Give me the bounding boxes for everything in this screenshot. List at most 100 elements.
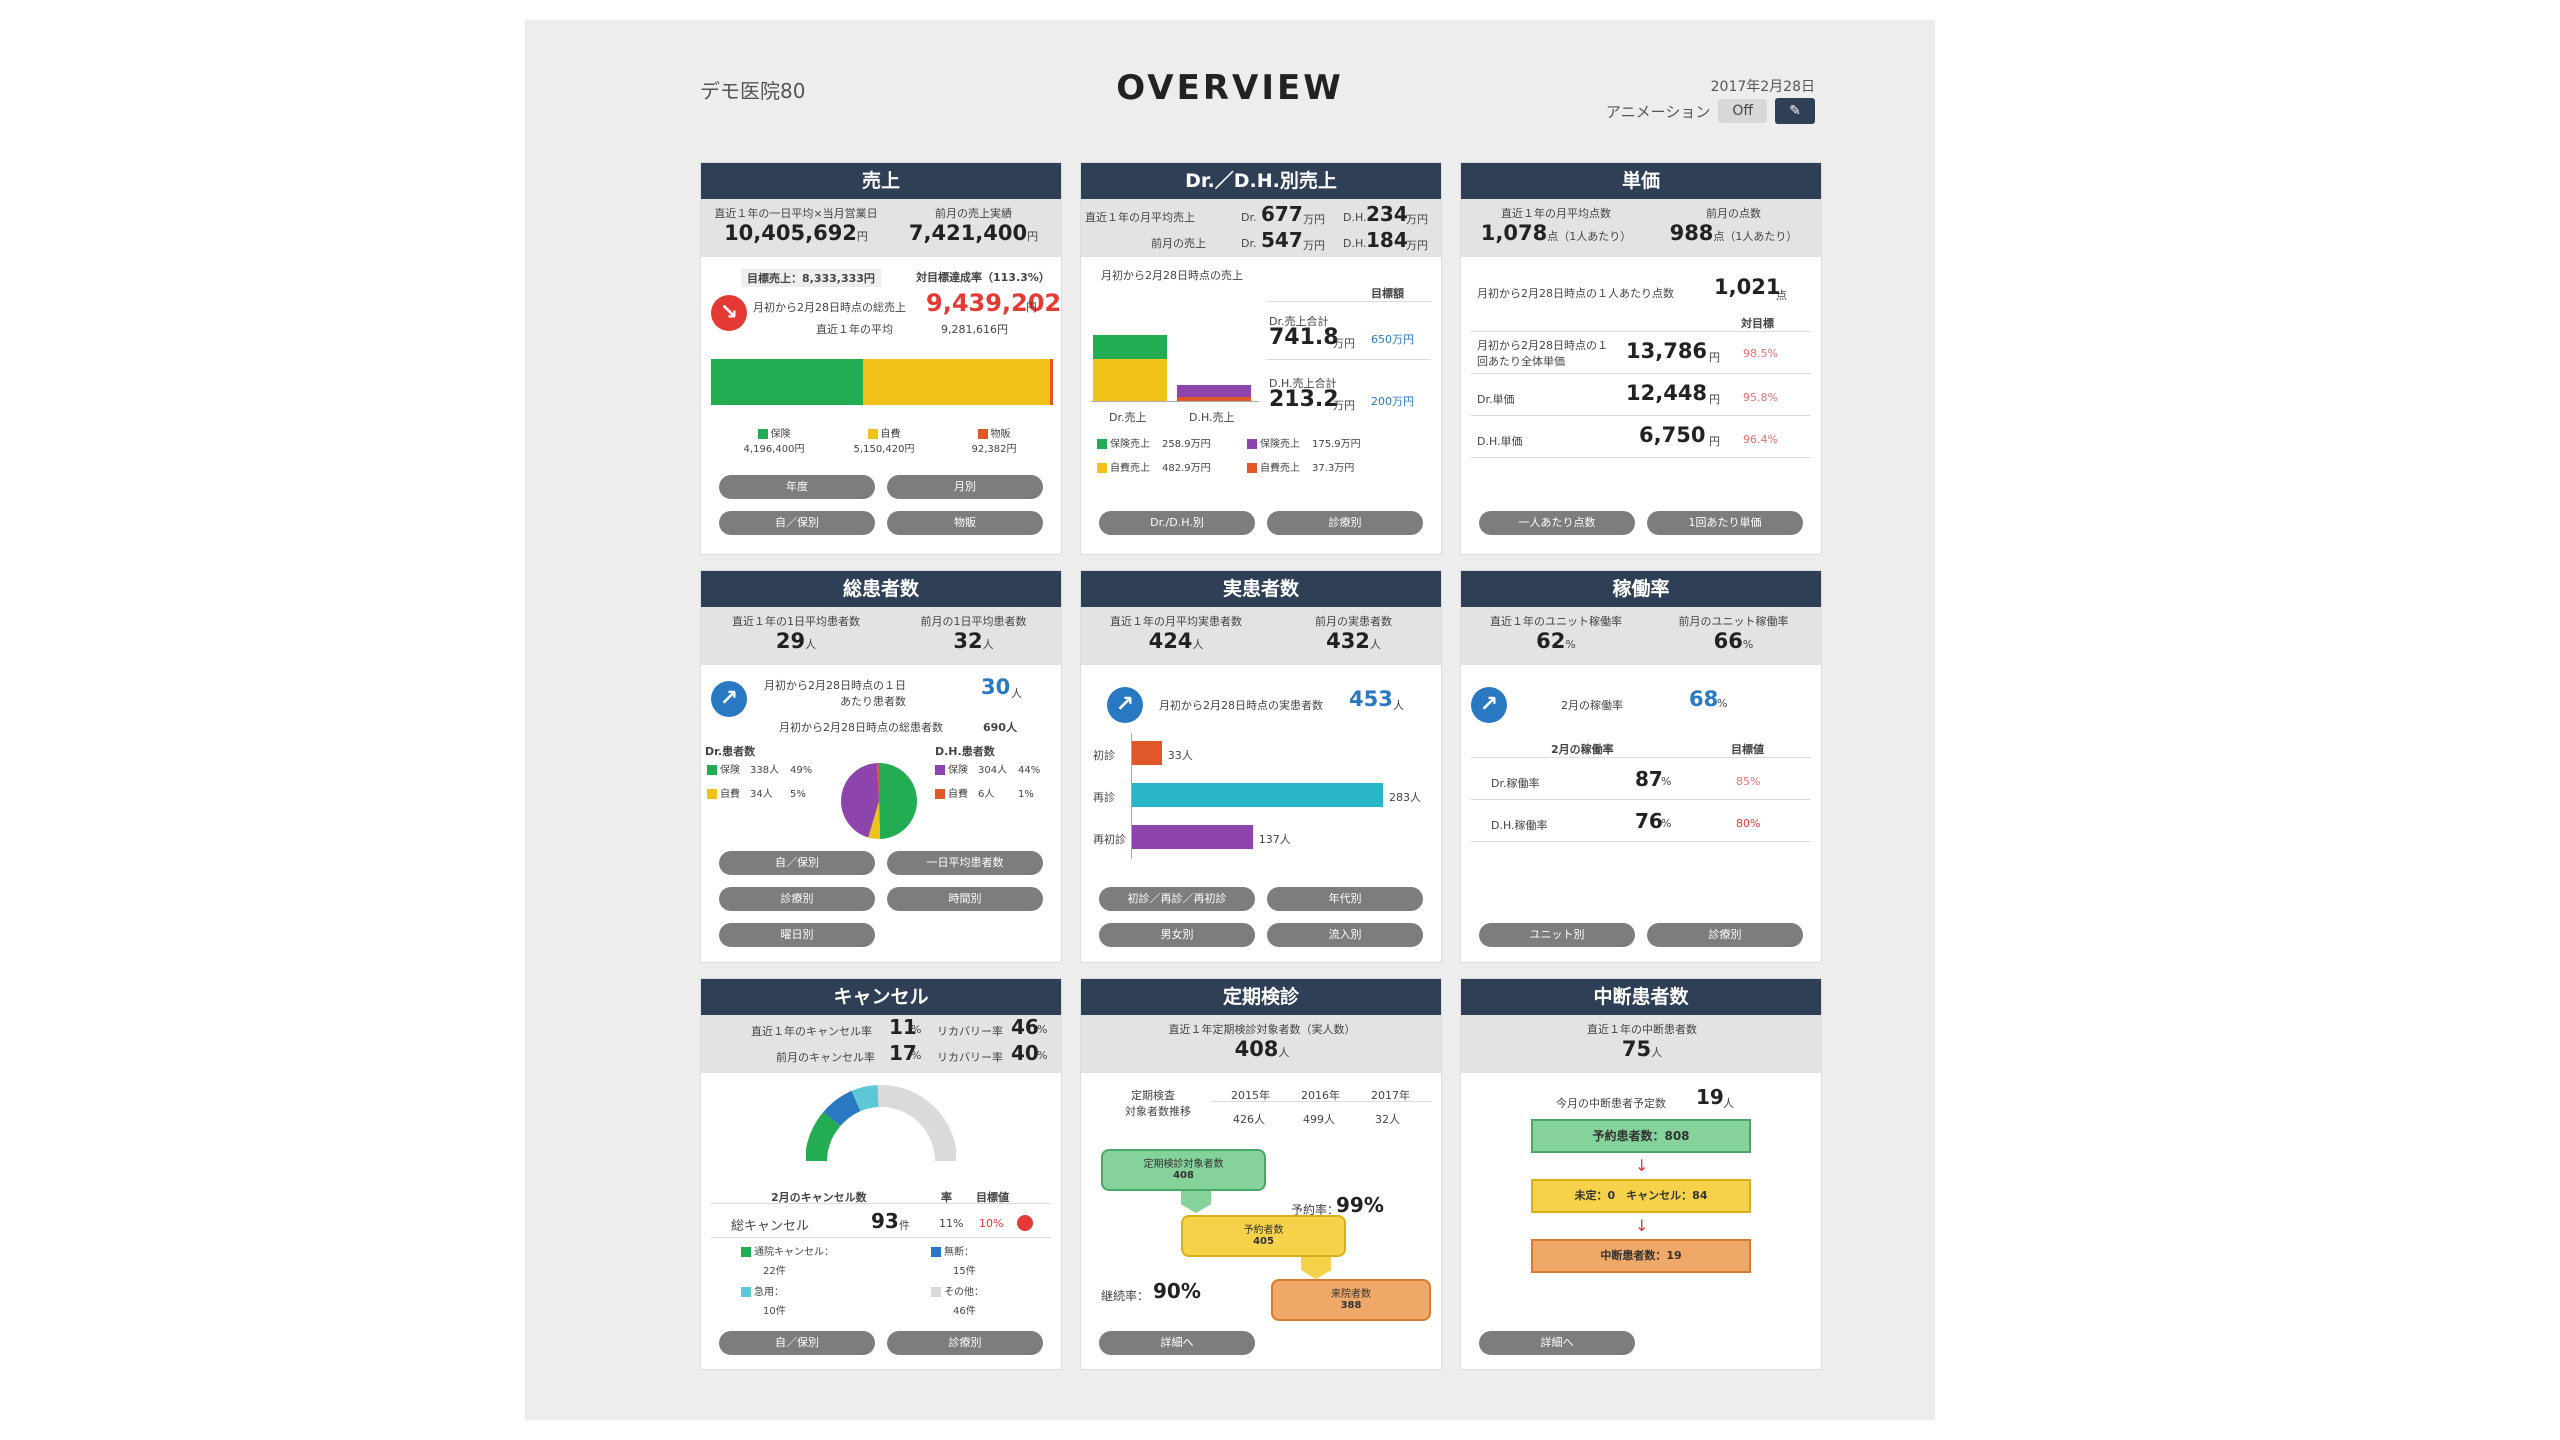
- legend-swatch: [935, 789, 945, 799]
- cancel-item: その他： 46件: [931, 1283, 984, 1317]
- patients-daily-avg: 30: [981, 675, 1011, 699]
- real-bar: [1131, 783, 1383, 807]
- sales-legend-item: 保険 4,196,400円: [743, 429, 805, 455]
- pin-icon[interactable]: ✎: [1775, 98, 1815, 124]
- sales-title: 売上: [701, 163, 1061, 199]
- source-button[interactable]: 流入別: [1267, 923, 1423, 947]
- trend-up-icon: ↗: [1107, 687, 1143, 723]
- unit-price-title: 単価: [1461, 163, 1821, 199]
- dr-patients-list: 保険 338人 49% 自費 34人 5%: [707, 761, 812, 809]
- per-person-button[interactable]: 一人あたり点数: [1479, 511, 1635, 535]
- overview-page: デモ医院80 OVERVIEW 2017年2月28日 アニメーション Off ✎…: [525, 20, 1935, 1420]
- dr-legend-item: 保険売上 175.9万円: [1247, 435, 1361, 450]
- cancel-card: キャンセル 直近１年のキャンセル率 11 % リカバリー率 46 % 前月のキャ…: [700, 978, 1062, 1370]
- dr-sales-target: 650万円: [1371, 333, 1414, 346]
- dr-dh-button[interactable]: Dr./D.H.別: [1099, 511, 1255, 535]
- checkup-flow-targets: 定期検診対象者数 408: [1101, 1149, 1266, 1191]
- sales-year-button[interactable]: 年度: [719, 475, 875, 499]
- dropout-detail-button[interactable]: 詳細へ: [1479, 1331, 1635, 1355]
- report-date: 2017年2月28日: [1710, 79, 1815, 95]
- real-patients-title: 実患者数: [1081, 571, 1441, 607]
- dr-bar-self: [1093, 359, 1167, 401]
- animation-label: アニメーション: [1605, 102, 1711, 121]
- pie-slice: [876, 763, 879, 801]
- dh-bar-label: D.H.売上: [1189, 411, 1235, 424]
- dh-bar-self: [1177, 397, 1251, 401]
- unit-button[interactable]: ユニット別: [1479, 923, 1635, 947]
- patients-daily-button[interactable]: 一日平均患者数: [887, 851, 1043, 875]
- animation-toggle[interactable]: Off: [1718, 99, 1767, 123]
- legend-swatch: [757, 429, 768, 439]
- unit-price-last: 988: [1669, 221, 1714, 245]
- cancel-total: 93: [871, 1209, 899, 1233]
- dr-treatment-button[interactable]: 診療別: [1267, 511, 1423, 535]
- real-bar: [1131, 825, 1253, 849]
- down-arrow-icon: ↓: [1635, 1216, 1649, 1235]
- sales-goods-button[interactable]: 物販: [887, 511, 1043, 535]
- sales-bar-self: [863, 359, 1050, 405]
- sales-legend-item: 自費 5,150,420円: [853, 429, 915, 455]
- unit-price-card: 単価 直近１年の月平均点数 1,078点（1人あたり） 前月の点数 988点（1人あ…: [1460, 162, 1822, 555]
- sales-card: 売上 直近１年の一日平均×当月営業日 10,405,692円 前月の売上実績 7,4…: [700, 162, 1062, 555]
- dr-legend-item: 保険売上 258.9万円: [1097, 435, 1211, 450]
- unit-price-avg: 1,078: [1480, 221, 1548, 245]
- sales-year-avg-value: 9,281,616円: [941, 323, 1008, 336]
- patients-weekday-button[interactable]: 曜日別: [719, 923, 875, 947]
- checkup-detail-button[interactable]: 詳細へ: [1099, 1331, 1255, 1355]
- patients-treatment-button[interactable]: 診療別: [719, 887, 875, 911]
- down-arrow-icon: ↓: [1635, 1156, 1649, 1175]
- operation-treatment-button[interactable]: 診療別: [1647, 923, 1803, 947]
- dropout-title: 中断患者数: [1461, 979, 1821, 1015]
- sales-legend-item: 物販 92,382円: [971, 429, 1017, 455]
- recovery-rate-last: 40: [1011, 1041, 1039, 1065]
- per-visit-button[interactable]: 1回あたり単価: [1647, 511, 1803, 535]
- dh-patients-list: 保険 304人 44% 自費 6人 1%: [935, 761, 1040, 809]
- age-button[interactable]: 年代別: [1267, 887, 1423, 911]
- patients-time-button[interactable]: 時間別: [887, 887, 1043, 911]
- animation-control: アニメーション Off ✎: [1606, 98, 1815, 124]
- legend-swatch: [741, 1287, 751, 1297]
- cancel-type-button[interactable]: 自／保別: [719, 1331, 875, 1355]
- sales-last-value: 7,421,400: [908, 221, 1028, 245]
- flow-arrow-icon: [1301, 1257, 1331, 1279]
- dh-last-sales: 184: [1366, 228, 1408, 252]
- dh-bar-insurance: [1177, 385, 1251, 397]
- legend-swatch: [867, 429, 878, 439]
- legend-swatch: [977, 429, 988, 439]
- pie-slice: [841, 763, 879, 838]
- patient-row: 保険 338人 49%: [707, 761, 812, 785]
- dr-bar-label: Dr.売上: [1109, 411, 1147, 424]
- sales-target-rate: 対目標達成率（113.3%）: [916, 271, 1050, 284]
- legend-swatch: [707, 789, 717, 799]
- dropout-card: 中断患者数 直近１年の中断患者数 75人 今月の中断患者予定数 19 人 予約患者…: [1460, 978, 1822, 1370]
- patient-row: 自費 34人 5%: [707, 785, 812, 809]
- dr-legend-item: 自費売上 37.3万円: [1247, 459, 1354, 474]
- real-patients-card: 実患者数 直近１年の月平均実患者数 424人 前月の実患者数 432人 ↗ 月初から…: [1080, 570, 1442, 963]
- real-avg: 424: [1148, 629, 1193, 653]
- unit-price-per-person: 1,021: [1714, 275, 1781, 299]
- reserved-patients-box: 予約患者数：808: [1531, 1119, 1751, 1153]
- dr-avg-sales: 677: [1261, 202, 1303, 226]
- operation-last: 66: [1713, 629, 1743, 653]
- pending-cancel-box: 未定：0 キャンセル：84: [1531, 1179, 1751, 1213]
- page-title: OVERVIEW: [1116, 68, 1344, 108]
- visit-type-button[interactable]: 初診／再診／再初診: [1099, 887, 1255, 911]
- sales-year-avg-label: 直近１年の平均: [816, 323, 893, 336]
- trend-up-icon: ↗: [1471, 687, 1507, 723]
- patients-avg: 29: [775, 629, 806, 653]
- sales-bar-goods: [1049, 359, 1053, 405]
- real-last: 432: [1326, 629, 1370, 653]
- dropout-year: 75: [1621, 1037, 1652, 1061]
- gender-button[interactable]: 男女別: [1099, 923, 1255, 947]
- cancel-treatment-button[interactable]: 診療別: [887, 1331, 1043, 1355]
- patients-type-button[interactable]: 自／保別: [719, 851, 875, 875]
- dh-sales-target: 200万円: [1371, 395, 1414, 408]
- sales-type-button[interactable]: 自／保別: [719, 511, 875, 535]
- dr-sales-period: 月初から2月28日時点の売上: [1101, 269, 1243, 282]
- patients-pie-chart: [841, 763, 917, 839]
- sales-month-button[interactable]: 月別: [887, 475, 1043, 499]
- checkup-targets: 408: [1234, 1037, 1279, 1061]
- pie-slice: [879, 763, 917, 839]
- operation-current: 68: [1689, 687, 1719, 711]
- dr-last-sales: 547: [1261, 228, 1303, 252]
